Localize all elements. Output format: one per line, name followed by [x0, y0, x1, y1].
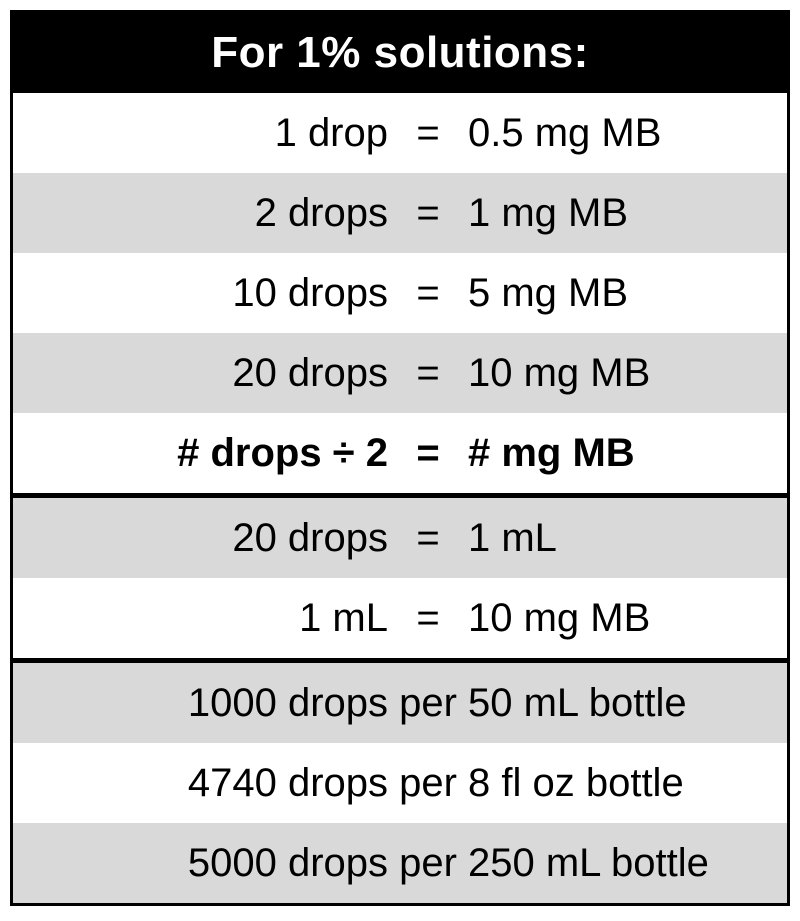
- row-right-value: 1 mL: [468, 515, 557, 560]
- table-row: 1 mL = 10 mg MB: [13, 578, 787, 663]
- row-operator: =: [416, 350, 440, 395]
- row-right-value: 10 mg MB: [468, 350, 651, 395]
- row-left-quantity: 1000 drops: [187, 680, 388, 725]
- row-right-value: 250 mL bottle: [468, 840, 709, 885]
- row-left-quantity: 5000 drops: [187, 840, 388, 885]
- row-left-quantity: 20 drops: [232, 350, 388, 395]
- row-operator: per: [399, 840, 457, 885]
- table-row: 20 drops = 1 mL: [13, 498, 787, 578]
- row-operator: =: [416, 595, 440, 640]
- table-body: 1 drop = 0.5 mg MB 2 drops = 1 mg MB 10 drops =…: [13, 93, 787, 903]
- row-operator: =: [416, 430, 440, 475]
- row-left-quantity: 10 drops: [232, 270, 388, 315]
- table-row: 1000 drops per 50 mL bottle: [13, 663, 787, 743]
- row-right-value: 0.5 mg MB: [468, 110, 662, 155]
- conversion-table: For 1% solutions: 1 drop = 0.5 mg MB 2 drop…: [10, 10, 790, 906]
- row-left-quantity: # drops ÷ 2: [177, 430, 388, 475]
- row-left-quantity: 20 drops: [232, 515, 388, 560]
- table-row: # drops ÷ 2 = # mg MB: [13, 413, 787, 498]
- row-right-value: 1 mg MB: [468, 190, 629, 235]
- row-right-value: # mg MB: [468, 430, 635, 475]
- table-row: 10 drops = 5 mg MB: [13, 253, 787, 333]
- row-right-value: 10 mg MB: [468, 595, 651, 640]
- row-operator: =: [416, 515, 440, 560]
- row-right-value: 50 mL bottle: [468, 680, 687, 725]
- table-row: 4740 drops per 8 fl oz bottle: [13, 743, 787, 823]
- row-right-value: 8 fl oz bottle: [468, 760, 684, 805]
- table-title: For 1% solutions:: [211, 28, 589, 77]
- table-header: For 1% solutions:: [13, 13, 787, 93]
- table-row: 5000 drops per 250 mL bottle: [13, 823, 787, 903]
- row-operator: =: [416, 190, 440, 235]
- row-left-quantity: 4740 drops: [187, 760, 388, 805]
- row-left-quantity: 1 mL: [299, 595, 388, 640]
- row-right-value: 5 mg MB: [468, 270, 629, 315]
- table-row: 20 drops = 10 mg MB: [13, 333, 787, 413]
- row-operator: per: [399, 760, 457, 805]
- row-operator: per: [399, 680, 457, 725]
- row-left-quantity: 2 drops: [254, 190, 388, 235]
- row-operator: =: [416, 110, 440, 155]
- row-operator: =: [416, 270, 440, 315]
- row-left-quantity: 1 drop: [274, 110, 388, 155]
- table-row: 2 drops = 1 mg MB: [13, 173, 787, 253]
- table-row: 1 drop = 0.5 mg MB: [13, 93, 787, 173]
